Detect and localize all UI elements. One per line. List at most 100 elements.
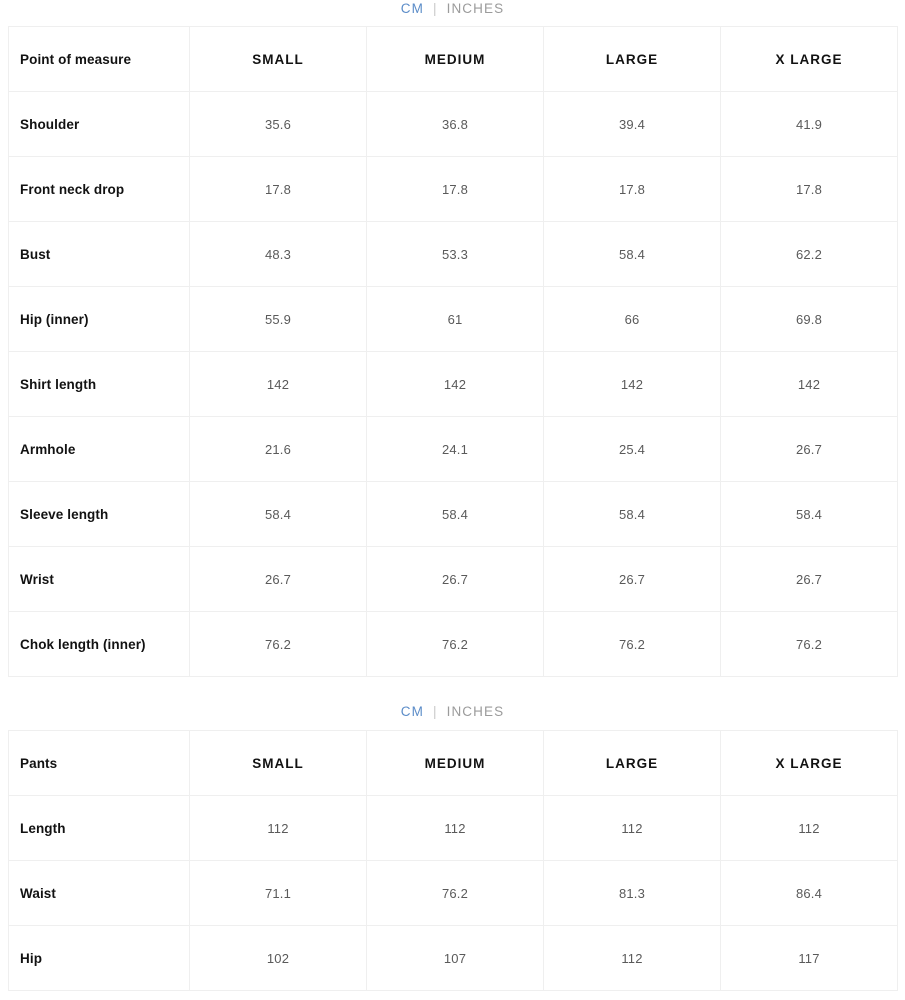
row-label: Bust <box>8 221 190 287</box>
size-table-measurements: Point of measure SMALL MEDIUM LARGE X LA… <box>8 26 898 677</box>
cell-value: 26.7 <box>543 546 721 612</box>
cell-value: 17.8 <box>189 156 367 222</box>
table-row: Wrist 26.7 26.7 26.7 26.7 <box>8 546 898 612</box>
row-label: Shoulder <box>8 91 190 157</box>
cell-value: 36.8 <box>366 91 544 157</box>
unit-option-inches[interactable]: INCHES <box>446 704 505 719</box>
row-label: Front neck drop <box>8 156 190 222</box>
cell-value: 117 <box>720 925 898 991</box>
table-row: Length 112 112 112 112 <box>8 795 898 861</box>
cell-value: 112 <box>189 795 367 861</box>
row-label: Sleeve length <box>8 481 190 547</box>
table-head: Pants SMALL MEDIUM LARGE X LARGE <box>8 730 898 796</box>
cell-value: 17.8 <box>720 156 898 222</box>
size-table-pants: Pants SMALL MEDIUM LARGE X LARGE Length … <box>8 730 898 991</box>
table-body: Length 112 112 112 112 Waist 71.1 76.2 8… <box>8 795 898 991</box>
row-label: Wrist <box>8 546 190 612</box>
cell-value: 112 <box>543 795 721 861</box>
table-row: Hip (inner) 55.9 61 66 69.8 <box>8 286 898 352</box>
row-label: Chok length (inner) <box>8 611 190 677</box>
cell-value: 76.2 <box>543 611 721 677</box>
column-header-medium: MEDIUM <box>366 730 544 796</box>
row-label: Hip <box>8 925 190 991</box>
unit-option-cm[interactable]: CM <box>400 1 424 16</box>
table-header-row: Point of measure SMALL MEDIUM LARGE X LA… <box>8 26 898 92</box>
cell-value: 24.1 <box>366 416 544 482</box>
cell-value: 58.4 <box>543 481 721 547</box>
unit-option-cm[interactable]: CM <box>400 704 424 719</box>
cell-value: 58.4 <box>543 221 721 287</box>
unit-toggle-separator: | <box>432 704 438 719</box>
unit-toggle-top: CM | INCHES <box>8 0 897 20</box>
cell-value: 112 <box>366 795 544 861</box>
cell-value: 76.2 <box>366 860 544 926</box>
cell-value: 112 <box>543 925 721 991</box>
table-head: Point of measure SMALL MEDIUM LARGE X LA… <box>8 26 898 92</box>
unit-toggle-pants: CM | INCHES <box>8 701 897 723</box>
table-row: Chok length (inner) 76.2 76.2 76.2 76.2 <box>8 611 898 677</box>
cell-value: 25.4 <box>543 416 721 482</box>
cell-value: 76.2 <box>720 611 898 677</box>
row-label: Length <box>8 795 190 861</box>
cell-value: 61 <box>366 286 544 352</box>
cell-value: 58.4 <box>366 481 544 547</box>
cell-value: 142 <box>189 351 367 417</box>
column-header-x-large: X LARGE <box>720 730 898 796</box>
cell-value: 71.1 <box>189 860 367 926</box>
row-label: Hip (inner) <box>8 286 190 352</box>
cell-value: 41.9 <box>720 91 898 157</box>
cell-value: 39.4 <box>543 91 721 157</box>
cell-value: 66 <box>543 286 721 352</box>
table-row: Front neck drop 17.8 17.8 17.8 17.8 <box>8 156 898 222</box>
cell-value: 142 <box>720 351 898 417</box>
cell-value: 55.9 <box>189 286 367 352</box>
cell-value: 81.3 <box>543 860 721 926</box>
unit-toggle-separator: | <box>432 1 438 16</box>
size-table-block-pants: Pants SMALL MEDIUM LARGE X LARGE Length … <box>8 730 898 991</box>
cell-value: 86.4 <box>720 860 898 926</box>
column-header-large: LARGE <box>543 730 721 796</box>
cell-value: 26.7 <box>189 546 367 612</box>
table-header-row: Pants SMALL MEDIUM LARGE X LARGE <box>8 730 898 796</box>
cell-value: 58.4 <box>189 481 367 547</box>
table-row: Sleeve length 58.4 58.4 58.4 58.4 <box>8 481 898 547</box>
cell-value: 53.3 <box>366 221 544 287</box>
cell-value: 48.3 <box>189 221 367 287</box>
cell-value: 102 <box>189 925 367 991</box>
table-row: Hip 102 107 112 117 <box>8 925 898 991</box>
table-row: Shoulder 35.6 36.8 39.4 41.9 <box>8 91 898 157</box>
cell-value: 69.8 <box>720 286 898 352</box>
cell-value: 76.2 <box>189 611 367 677</box>
cell-value: 142 <box>366 351 544 417</box>
cell-value: 26.7 <box>720 546 898 612</box>
table-row: Armhole 21.6 24.1 25.4 26.7 <box>8 416 898 482</box>
cell-value: 17.8 <box>543 156 721 222</box>
table-row: Waist 71.1 76.2 81.3 86.4 <box>8 860 898 926</box>
unit-option-inches[interactable]: INCHES <box>446 1 505 16</box>
column-header-small: SMALL <box>189 730 367 796</box>
cell-value: 142 <box>543 351 721 417</box>
cell-value: 76.2 <box>366 611 544 677</box>
cell-value: 107 <box>366 925 544 991</box>
column-header-medium: MEDIUM <box>366 26 544 92</box>
table-row: Shirt length 142 142 142 142 <box>8 351 898 417</box>
cell-value: 17.8 <box>366 156 544 222</box>
column-header-point-of-measure: Point of measure <box>8 26 190 92</box>
cell-value: 62.2 <box>720 221 898 287</box>
column-header-large: LARGE <box>543 26 721 92</box>
size-table-block-measurements: Point of measure SMALL MEDIUM LARGE X LA… <box>8 26 898 677</box>
cell-value: 112 <box>720 795 898 861</box>
row-label: Waist <box>8 860 190 926</box>
row-label: Armhole <box>8 416 190 482</box>
cell-value: 26.7 <box>366 546 544 612</box>
cell-value: 58.4 <box>720 481 898 547</box>
column-header-small: SMALL <box>189 26 367 92</box>
table-row: Bust 48.3 53.3 58.4 62.2 <box>8 221 898 287</box>
row-label: Shirt length <box>8 351 190 417</box>
cell-value: 35.6 <box>189 91 367 157</box>
column-header-pants: Pants <box>8 730 190 796</box>
cell-value: 26.7 <box>720 416 898 482</box>
cell-value: 21.6 <box>189 416 367 482</box>
column-header-x-large: X LARGE <box>720 26 898 92</box>
